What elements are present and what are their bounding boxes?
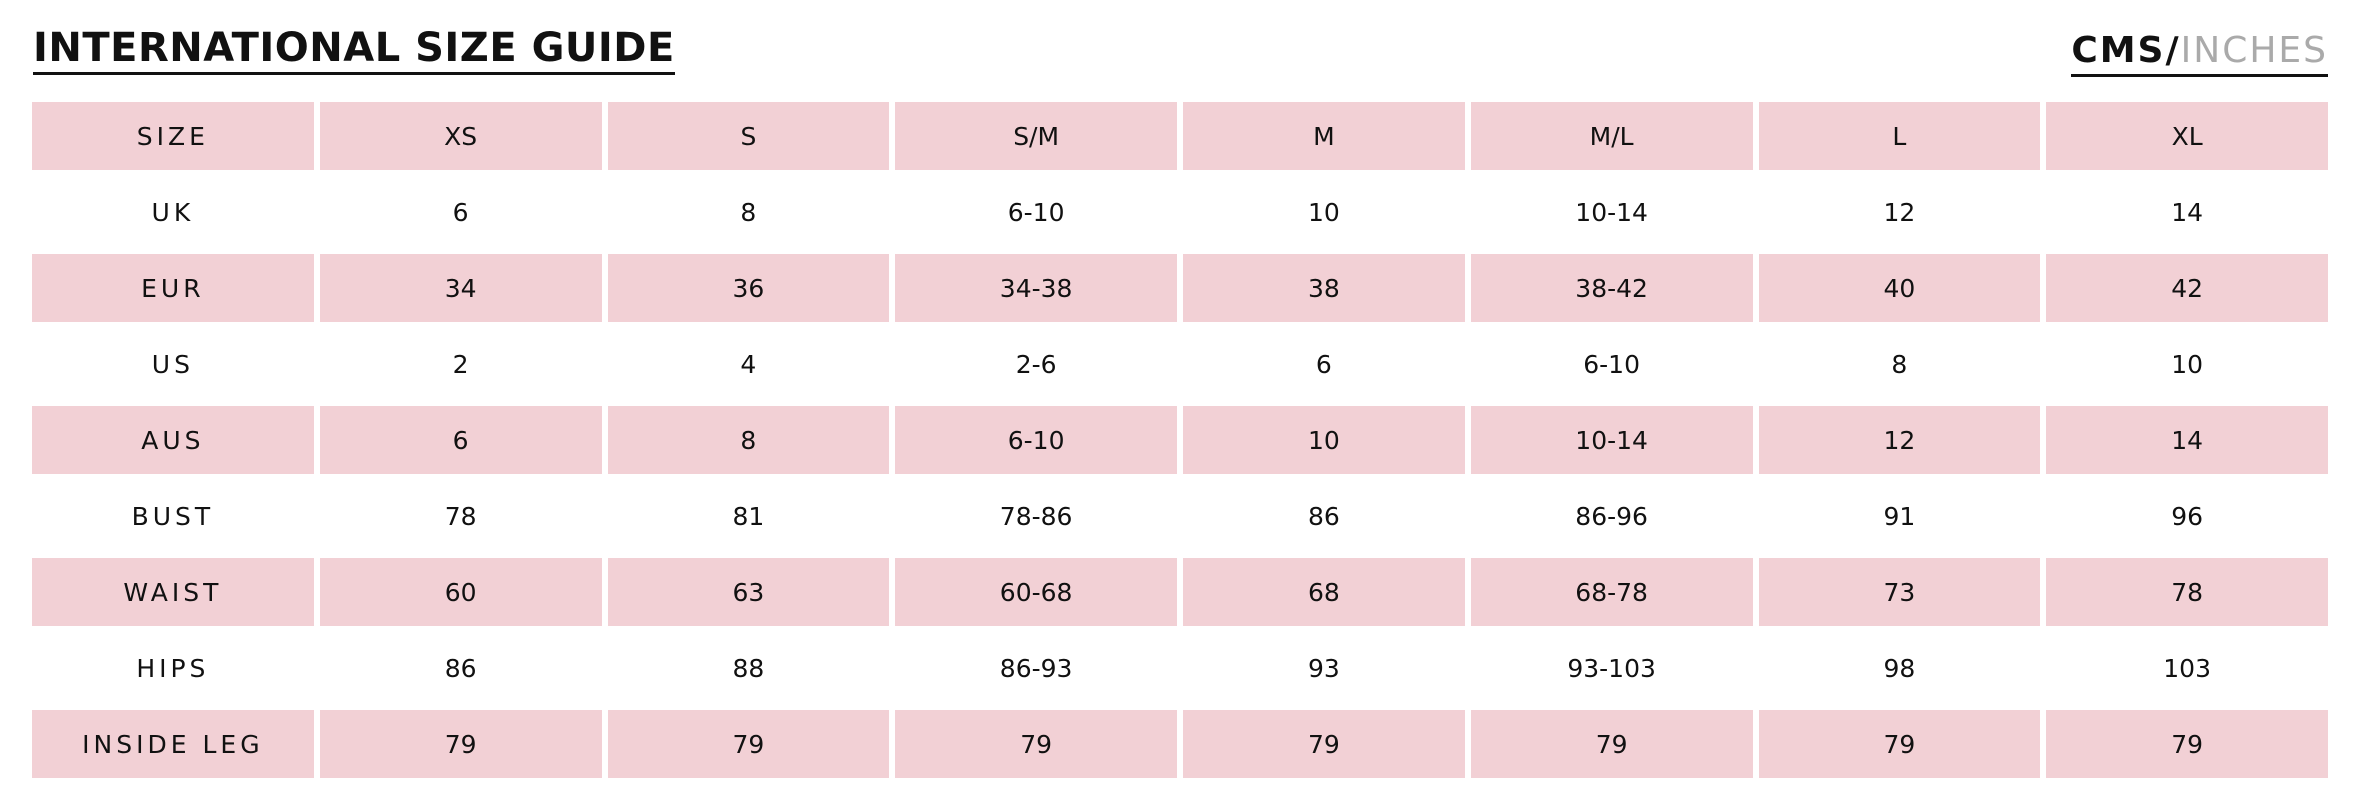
header-cell: SIZE <box>32 102 314 170</box>
size-cell: 91 <box>1883 501 1916 531</box>
header-cell: L <box>1758 102 2041 170</box>
size-cell: 10-14 <box>1575 197 1648 227</box>
size-cell: 38-42 <box>1470 254 1753 322</box>
size-cell: 6-10 <box>1007 197 1065 227</box>
unit-cms[interactable]: CMS <box>2071 30 2166 71</box>
size-cell: 86-96 <box>1575 501 1648 531</box>
row-label: AUS <box>32 406 314 474</box>
size-cell: 78-86 <box>999 501 1073 531</box>
size-cell: 34 <box>319 254 602 322</box>
size-cell: 73 <box>1758 558 2041 626</box>
size-cell: 2 <box>452 349 469 379</box>
row-label: INSIDE LEG <box>32 710 314 778</box>
size-cell: 79 <box>1183 710 1465 778</box>
row-label: US <box>151 349 194 379</box>
size-cell: 14 <box>2046 406 2328 474</box>
unit-separator: / <box>2165 30 2181 71</box>
size-cell: 6 <box>319 406 602 474</box>
row-label: UK <box>151 197 195 227</box>
size-cell: 79 <box>319 710 602 778</box>
size-cell: 79 <box>2046 710 2328 778</box>
size-cell: 10 <box>1183 406 1465 474</box>
size-cell: 6 <box>1315 349 1332 379</box>
size-cell: 79 <box>607 710 890 778</box>
size-cell: 38 <box>1183 254 1465 322</box>
size-cell: 8 <box>607 406 890 474</box>
size-cell: 40 <box>1758 254 2041 322</box>
size-cell: 2-6 <box>1015 349 1057 379</box>
size-cell: 98 <box>1883 653 1916 683</box>
size-cell: 93 <box>1307 653 1340 683</box>
size-cell: 86 <box>1307 501 1340 531</box>
row-label: EUR <box>32 254 314 322</box>
size-cell: 79 <box>895 710 1177 778</box>
size-cell: 10 <box>1307 197 1340 227</box>
header-cell: M/L <box>1470 102 1753 170</box>
size-cell: 103 <box>2163 653 2211 683</box>
size-cell: 88 <box>732 653 765 683</box>
row-label: WAIST <box>32 558 314 626</box>
header-cell: M <box>1183 102 1465 170</box>
unit-inches[interactable]: INCHES <box>2180 30 2328 71</box>
title: INTERNATIONAL SIZE GUIDE <box>33 26 675 75</box>
size-cell: 10-14 <box>1470 406 1753 474</box>
header-cell: S/M <box>895 102 1177 170</box>
size-cell: 6-10 <box>895 406 1177 474</box>
size-cell: 86-93 <box>999 653 1073 683</box>
size-cell: 78 <box>2046 558 2328 626</box>
size-cell: 6-10 <box>1583 349 1640 379</box>
size-cell: 42 <box>2046 254 2328 322</box>
size-table: SIZE XS S S/M M M/L L XL UK 6 8 6-10 10 10-14 12 14 EUR 3… <box>32 102 2328 778</box>
size-cell: 4 <box>740 349 757 379</box>
unit-toggle: CMS/INCHES <box>2071 30 2328 77</box>
row-label: HIPS <box>136 653 210 683</box>
size-cell: 6 <box>452 197 469 227</box>
size-cell: 68-78 <box>1470 558 1753 626</box>
size-cell: 8 <box>740 197 757 227</box>
size-cell: 79 <box>1758 710 2041 778</box>
size-cell: 36 <box>607 254 890 322</box>
header-cell: S <box>607 102 890 170</box>
row-label: BUST <box>131 501 215 531</box>
size-cell: 81 <box>732 501 765 531</box>
size-cell: 8 <box>1891 349 1908 379</box>
size-cell: 93-103 <box>1567 653 1656 683</box>
header-cell: XL <box>2046 102 2328 170</box>
size-cell: 86 <box>444 653 477 683</box>
size-cell: 60-68 <box>895 558 1177 626</box>
size-cell: 68 <box>1183 558 1465 626</box>
header-cell: XS <box>319 102 602 170</box>
size-cell: 63 <box>607 558 890 626</box>
size-cell: 79 <box>1470 710 1753 778</box>
size-cell: 34-38 <box>895 254 1177 322</box>
size-cell: 10 <box>2171 349 2204 379</box>
size-cell: 12 <box>1883 197 1916 227</box>
size-cell: 60 <box>319 558 602 626</box>
size-cell: 78 <box>444 501 477 531</box>
size-cell: 12 <box>1758 406 2041 474</box>
size-cell: 96 <box>2171 501 2204 531</box>
size-cell: 14 <box>2171 197 2204 227</box>
